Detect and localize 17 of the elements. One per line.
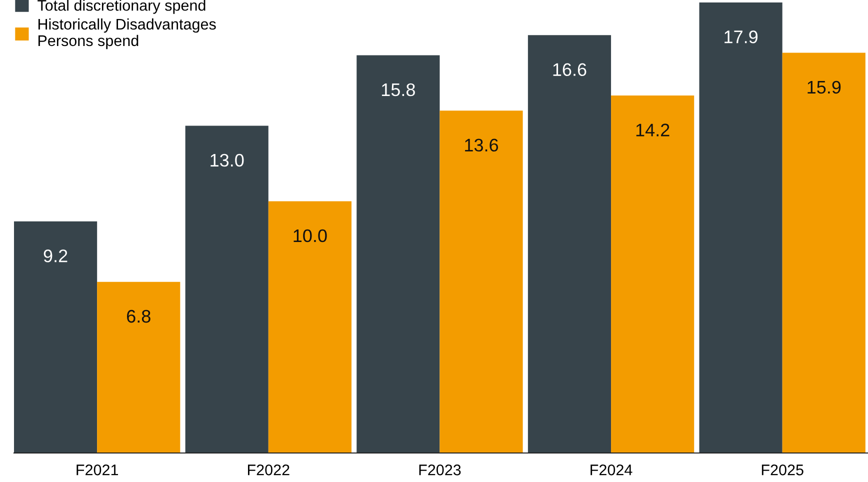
data-label: 14.2 bbox=[636, 124, 670, 136]
x-tick-label: F2024 bbox=[590, 464, 632, 476]
data-label: 15.9 bbox=[808, 80, 841, 94]
legend-label: Total discretionary spend bbox=[38, 0, 206, 14]
x-tick-label: F2023 bbox=[419, 464, 461, 476]
data-label: 6.8 bbox=[127, 310, 150, 323]
data-label: 9.2 bbox=[44, 250, 68, 262]
x-tick-label: F2025 bbox=[762, 464, 804, 476]
legend-label: Historically Disadvantages Persons spend bbox=[38, 18, 216, 50]
data-label: 17.9 bbox=[724, 30, 758, 44]
data-label: 15.8 bbox=[382, 83, 415, 96]
x-tick-label: F2021 bbox=[76, 464, 118, 476]
data-label: 16.6 bbox=[553, 63, 586, 76]
data-label: 13.0 bbox=[210, 154, 244, 167]
data-label: 13.6 bbox=[465, 138, 498, 152]
x-tick-label: F2022 bbox=[248, 464, 290, 476]
data-label: 10.0 bbox=[294, 229, 327, 242]
